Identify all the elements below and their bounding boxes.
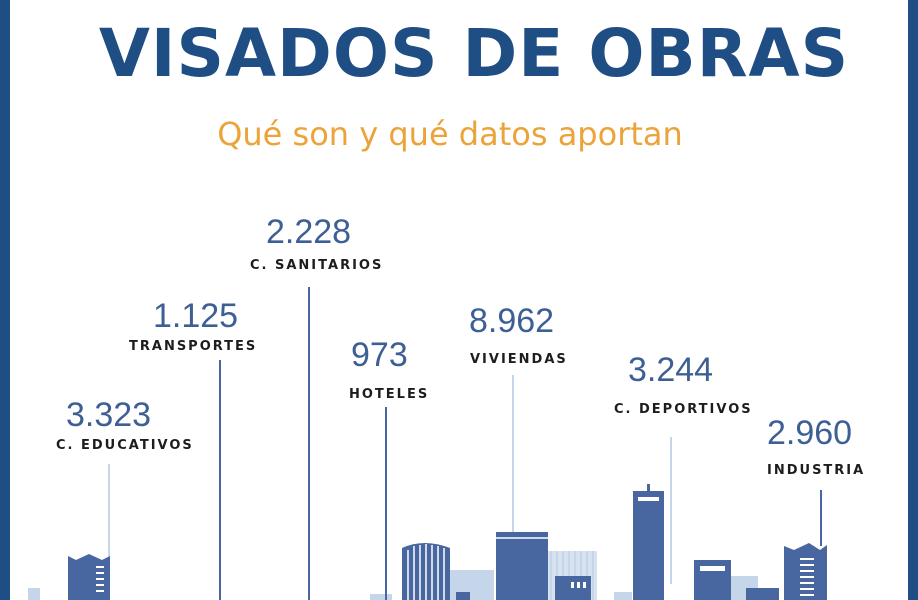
value-transportes: 1.125 xyxy=(153,297,239,335)
label-educativos: C. EDUCATIVOS xyxy=(56,438,194,453)
industria-building xyxy=(784,543,827,600)
value-sanitarios: 2.228 xyxy=(266,213,352,251)
educativos-building xyxy=(68,554,110,600)
light-building xyxy=(370,594,392,600)
deportivos-tower xyxy=(633,484,664,600)
value-industria: 2.960 xyxy=(767,414,853,452)
viviendas-building xyxy=(496,532,548,600)
page-subtitle: Qué son y qué datos aportan xyxy=(217,115,683,153)
page-title: VISADOS DE OBRAS xyxy=(98,15,850,92)
label-hoteles: HOTELES xyxy=(349,387,430,402)
small-building xyxy=(456,592,470,600)
small-building xyxy=(746,588,779,600)
label-transportes: TRANSPORTES xyxy=(129,339,258,354)
value-viviendas: 8.962 xyxy=(469,302,555,340)
value-deportivos: 3.244 xyxy=(628,351,714,389)
city-skyline-illustration xyxy=(28,287,827,600)
light-building xyxy=(28,588,40,600)
label-sanitarios: C. SANITARIOS xyxy=(250,258,384,273)
deportivos-low-building xyxy=(694,560,731,600)
viviendas-small-building xyxy=(555,576,591,600)
value-educativos: 3.323 xyxy=(66,396,152,434)
label-industria: INDUSTRIA xyxy=(767,463,866,478)
label-viviendas: VIVIENDAS xyxy=(470,352,568,367)
label-deportivos: C. DEPORTIVOS xyxy=(614,402,753,417)
value-hoteles: 973 xyxy=(351,336,408,374)
light-building xyxy=(614,592,632,600)
hoteles-building xyxy=(402,543,450,600)
